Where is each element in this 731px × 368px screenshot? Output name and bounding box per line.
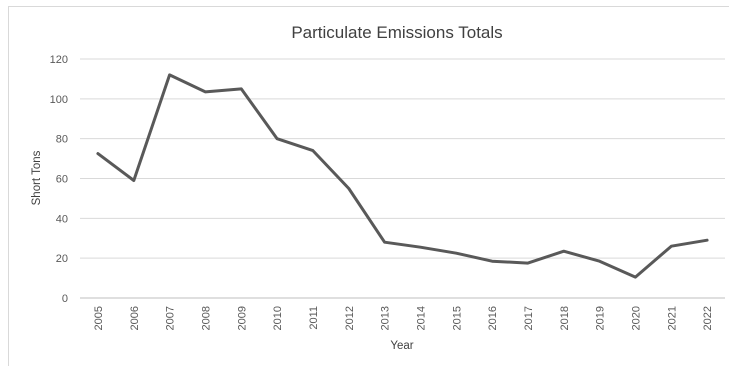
y-tick-label: 60 <box>56 174 68 186</box>
x-tick-label: 2016 <box>487 306 499 330</box>
x-tick-label: 2008 <box>200 306 212 330</box>
x-tick-label: 2006 <box>129 306 141 330</box>
series-line <box>96 73 709 279</box>
x-tick-label: 2018 <box>559 306 571 330</box>
x-tick-label: 2010 <box>272 306 284 330</box>
x-tick-label: 2014 <box>415 306 427 330</box>
x-tick-label: 2022 <box>702 306 714 330</box>
gridlines <box>80 58 725 299</box>
x-tick-label: 2007 <box>165 306 177 330</box>
y-axis-ticks: 0 20 40 60 80 100 120 <box>50 54 68 305</box>
y-tick-label: 80 <box>56 134 68 146</box>
y-tick-label: 20 <box>56 253 68 265</box>
y-tick-label: 100 <box>50 94 68 106</box>
x-tick-label: 2012 <box>344 306 356 330</box>
x-tick-label: 2015 <box>451 306 463 330</box>
x-tick-label: 2021 <box>666 306 678 330</box>
chart-area <box>8 6 729 366</box>
x-tick-label: 2005 <box>93 306 105 330</box>
y-tick-label: 0 <box>62 293 68 305</box>
x-axis-ticks: 2005 2006 2007 2008 2009 2010 2011 2012 2013 2014… <box>93 306 714 330</box>
x-tick-label: 2013 <box>380 306 392 330</box>
y-tick-label: 40 <box>56 213 68 225</box>
y-tick-label: 120 <box>50 54 68 66</box>
x-axis-label: Year <box>390 340 413 352</box>
x-tick-label: 2011 <box>308 306 320 330</box>
x-tick-label: 2020 <box>630 306 642 330</box>
y-axis-label: Short Tons <box>31 150 43 205</box>
x-tick-label: 2009 <box>236 306 248 330</box>
x-tick-label: 2017 <box>523 306 535 330</box>
chart-title: Particulate Emissions Totals <box>291 23 502 42</box>
x-tick-label: 2019 <box>595 306 607 330</box>
